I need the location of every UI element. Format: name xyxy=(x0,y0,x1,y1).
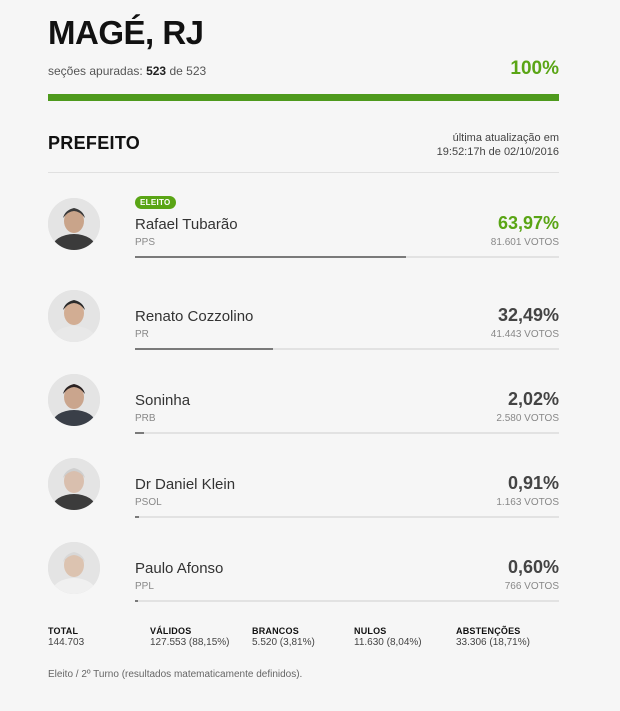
candidate-party: PPS xyxy=(135,237,156,248)
candidate-info: Soninha PRB 2,02% 2.580 VOTOS xyxy=(135,374,559,440)
count-progress-fill xyxy=(48,94,559,101)
footnote: Eleito / 2º Turno (resultados matematica… xyxy=(48,669,303,680)
null-label: NULOS xyxy=(354,626,387,636)
candidate-avatar xyxy=(48,542,100,594)
abstention-value: 33.306 (18,71%) xyxy=(456,637,530,648)
total-label: TOTAL xyxy=(48,626,79,636)
candidate-vote-bar xyxy=(135,516,559,518)
candidate-row: Dr Daniel Klein PSOL 0,91% 1.163 VOTOS xyxy=(48,458,559,524)
valid-value: 127.553 (88,15%) xyxy=(150,637,230,648)
candidate-info: ELEITO Rafael Tubarão PPS 63,97% 81.601 … xyxy=(135,196,559,264)
last-updated-label: última atualização em xyxy=(452,132,559,144)
candidate-info: Dr Daniel Klein PSOL 0,91% 1.163 VOTOS xyxy=(135,458,559,524)
candidate-row: Renato Cozzolino PR 32,49% 41.443 VOTOS xyxy=(48,290,559,356)
candidate-name: Soninha xyxy=(135,392,191,409)
candidate-name: Dr Daniel Klein xyxy=(135,476,236,493)
candidate-name: Paulo Afonso xyxy=(135,560,224,577)
total-item: TOTAL 144.703 xyxy=(48,626,84,648)
sections-label: seções apuradas: xyxy=(48,64,143,78)
candidate-row: ELEITO Rafael Tubarão PPS 63,97% 81.601 … xyxy=(48,196,559,264)
candidate-avatar xyxy=(48,290,100,342)
candidate-party: PPL xyxy=(135,581,154,592)
divider xyxy=(48,172,559,173)
candidate-avatar xyxy=(48,458,100,510)
candidate-info: Paulo Afonso PPL 0,60% 766 VOTOS xyxy=(135,542,559,608)
candidate-party: PR xyxy=(135,329,149,340)
candidate-vote-bar-fill xyxy=(135,348,273,350)
candidate-vote-bar-fill xyxy=(135,432,144,434)
sections-counted-value: 523 xyxy=(146,64,167,78)
office-title: PREFEITO xyxy=(48,133,141,153)
sections-total-value: 523 xyxy=(186,64,207,78)
candidate-party: PSOL xyxy=(135,497,162,508)
candidate-votes: 1.163 VOTOS xyxy=(496,497,559,508)
abstention-item: ABSTENÇÕES 33.306 (18,71%) xyxy=(456,626,530,648)
candidate-name: Renato Cozzolino xyxy=(135,308,254,325)
valid-item: VÁLIDOS 127.553 (88,15%) xyxy=(150,626,230,648)
candidate-percent: 0,60% xyxy=(507,557,559,577)
candidate-party: PRB xyxy=(135,413,156,424)
blank-item: BRANCOS 5.520 (3,81%) xyxy=(252,626,315,648)
candidate-avatar xyxy=(48,198,100,250)
elected-badge: ELEITO xyxy=(135,196,176,209)
blank-value: 5.520 (3,81%) xyxy=(252,637,315,648)
last-updated-time: 19:52:17h de 02/10/2016 xyxy=(436,146,559,158)
null-item: NULOS 11.630 (8,04%) xyxy=(354,626,422,648)
candidate-vote-bar-fill xyxy=(135,256,407,258)
blank-label: BRANCOS xyxy=(252,626,299,636)
candidate-votes: 766 VOTOS xyxy=(504,581,559,592)
candidate-votes: 41.443 VOTOS xyxy=(490,329,559,340)
candidate-vote-bar xyxy=(135,432,559,434)
count-progress-bar xyxy=(48,94,559,101)
candidate-vote-bar xyxy=(135,600,559,602)
candidate-votes: 81.601 VOTOS xyxy=(490,237,559,248)
sections-counted: seções apuradas: 523 de 523 xyxy=(48,64,206,78)
total-value: 144.703 xyxy=(48,637,85,648)
valid-label: VÁLIDOS xyxy=(150,626,192,636)
page-title: MAGÉ, RJ xyxy=(48,14,204,51)
candidate-votes: 2.580 VOTOS xyxy=(496,413,559,424)
percent-counted: 100% xyxy=(510,58,559,79)
candidate-avatar xyxy=(48,374,100,426)
sections-of: de xyxy=(169,64,183,78)
candidate-name: Rafael Tubarão xyxy=(135,216,238,233)
candidate-percent: 63,97% xyxy=(497,213,559,233)
candidate-vote-bar xyxy=(135,256,559,258)
abstention-label: ABSTENÇÕES xyxy=(456,626,521,636)
candidate-percent: 2,02% xyxy=(507,389,559,409)
last-updated: última atualização em 19:52:17h de 02/10… xyxy=(437,131,559,159)
candidate-percent: 32,49% xyxy=(497,305,559,325)
candidate-vote-bar xyxy=(135,348,559,350)
candidate-info: Renato Cozzolino PR 32,49% 41.443 VOTOS xyxy=(135,290,559,356)
null-value: 11.630 (8,04%) xyxy=(354,637,422,648)
candidate-vote-bar-fill xyxy=(135,600,138,602)
candidate-vote-bar-fill xyxy=(135,516,139,518)
candidate-row: Soninha PRB 2,02% 2.580 VOTOS xyxy=(48,374,559,440)
candidate-percent: 0,91% xyxy=(507,473,559,493)
candidate-row: Paulo Afonso PPL 0,60% 766 VOTOS xyxy=(48,542,559,608)
